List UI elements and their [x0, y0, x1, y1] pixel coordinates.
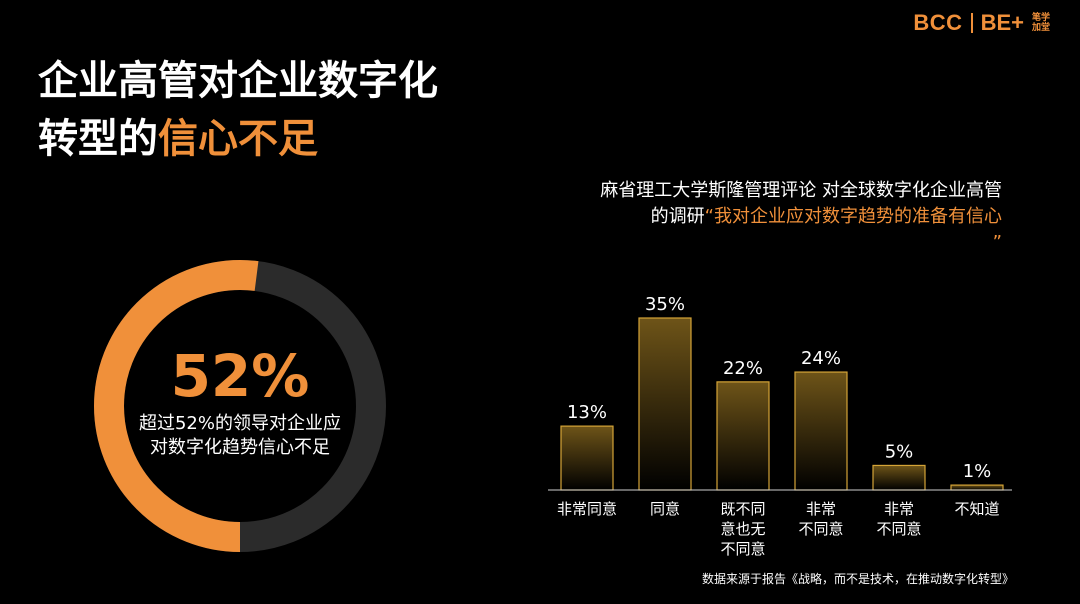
- bar-0: [560, 425, 614, 491]
- title-line2: 转型的信心不足: [38, 110, 438, 168]
- category-label-5-0: 不知道: [954, 500, 999, 518]
- donut-value-arc: [94, 260, 386, 552]
- logo-cn-line2: 加堂: [1032, 23, 1051, 33]
- subtitle-quote: “我对企业应对数字趋势的准备有信心: [704, 206, 1002, 227]
- category-label-4-0: 非常: [884, 500, 914, 518]
- bar-3: [794, 371, 848, 491]
- category-label-0-0: 非常同意: [557, 500, 617, 518]
- donut-desc-line2: 对数字化趋势信心不足: [150, 437, 330, 458]
- data-label-2: 22%: [723, 358, 763, 379]
- bar-1: [638, 317, 692, 491]
- data-label-4: 5%: [885, 441, 914, 462]
- logo-bcc: BCC: [913, 10, 963, 35]
- bar-series: 13% 35% 22% 24% 5% 1%: [560, 294, 1004, 491]
- data-label-0: 13%: [567, 402, 607, 423]
- donut-ring: [94, 260, 386, 552]
- logo-cn: 笔学 加堂: [1032, 13, 1054, 33]
- title-line2-accent: 信心不足: [158, 116, 318, 162]
- donut-desc-line1: 超过52%的领导对企业应: [138, 413, 341, 434]
- chart-subtitle: 麻省理工大学斯隆管理评论 对全球数字化企业高管 的调研“我对企业应对数字趋势的准…: [600, 178, 1002, 256]
- category-label-3-0: 非常: [806, 500, 836, 518]
- donut-value: 52%: [170, 342, 310, 410]
- source-note: 数据来源于报告《战略，而不是技术，在推动数字化转型》: [701, 572, 1014, 586]
- donut-center: 52% 超过52%的领导对企业应 对数字化趋势信心不足: [92, 258, 388, 554]
- donut-description: 超过52%的领导对企业应 对数字化趋势信心不足: [120, 412, 360, 460]
- data-label-3: 24%: [801, 348, 841, 369]
- data-label-5: 1%: [963, 461, 992, 482]
- title-line2-normal: 转型的: [38, 116, 158, 162]
- category-label-2-2: 不同意: [720, 540, 765, 558]
- category-label-3-1: 不同意: [798, 520, 843, 538]
- subtitle-close-quote: ”: [992, 232, 1002, 253]
- donut-chart: 52% 超过52%的领导对企业应 对数字化趋势信心不足: [92, 258, 388, 554]
- bar-5: [950, 484, 1004, 491]
- page-title: 企业高管对企业数字化 转型的信心不足: [38, 52, 438, 168]
- data-label-1: 35%: [645, 294, 685, 315]
- subtitle-line3: ”: [600, 230, 1002, 256]
- category-label-1-0: 同意: [650, 500, 680, 518]
- brand-logo: BCC BE+ 笔学 加堂: [913, 10, 1054, 36]
- bar-2: [716, 381, 770, 491]
- subtitle-line2-normal: 的调研: [650, 206, 705, 227]
- logo-be: BE+: [980, 10, 1024, 35]
- category-label-2-0: 既不同: [720, 500, 765, 518]
- logo-divider: [970, 13, 973, 33]
- bar-chart: 13%35%22% 24%5%1% 非常同意 同意 既不同意也无不同意非常不同意非常不…: [548, 294, 1012, 558]
- subtitle-line1: 麻省理工大学斯隆管理评论 对全球数字化企业高管: [600, 180, 1002, 201]
- category-label-2-1: 意也无: [720, 520, 765, 538]
- subtitle-line2: 的调研“我对企业应对数字趋势的准备有信心: [600, 204, 1002, 230]
- title-line1: 企业高管对企业数字化: [38, 58, 438, 104]
- bar-4: [872, 464, 926, 491]
- category-label-4-1: 不同意: [876, 520, 921, 538]
- logo-cn-line1: 笔学: [1032, 13, 1051, 23]
